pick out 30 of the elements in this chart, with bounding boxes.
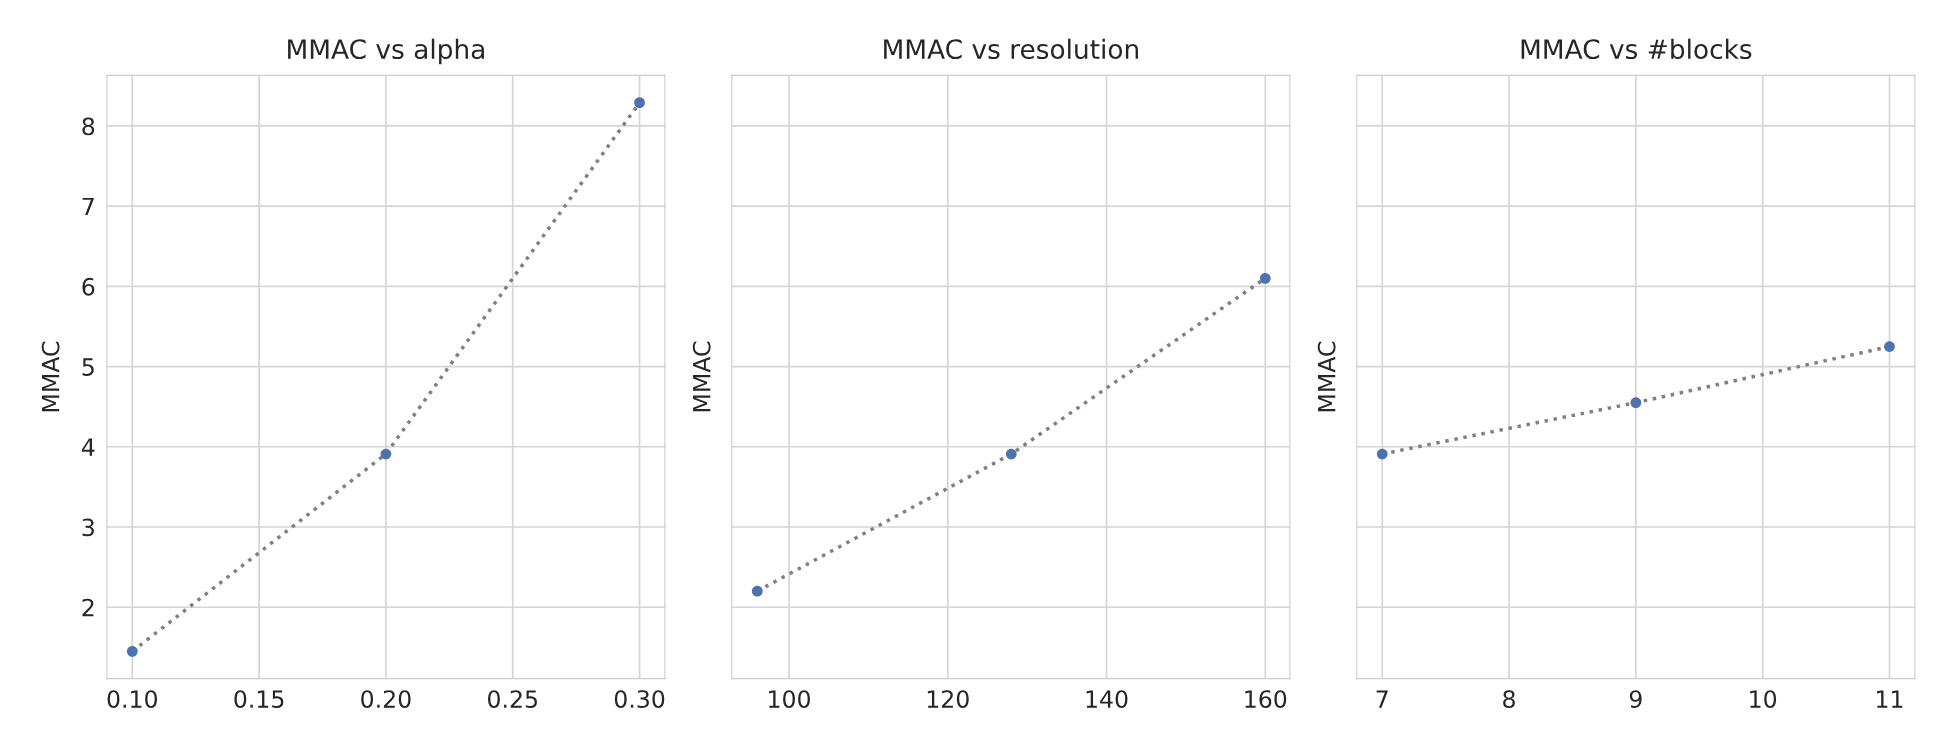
y-tick-label: 5 xyxy=(82,358,94,376)
x-tick-label: 120 xyxy=(927,690,969,708)
x-tick-label: 11 xyxy=(1877,690,1903,708)
y-tick-label: 7 xyxy=(82,197,94,216)
x-tick-label: 0.20 xyxy=(361,690,411,708)
x-tick-label: 0.25 xyxy=(488,690,537,708)
x-tick-label: 7 xyxy=(1376,690,1388,708)
y-tick-label: 8 xyxy=(82,117,95,136)
x-tick-label: 8 xyxy=(1503,690,1515,708)
x-tick-label: 9 xyxy=(1629,690,1642,708)
point xyxy=(380,448,392,460)
x-tick-label: 0.30 xyxy=(614,690,665,708)
point xyxy=(126,645,138,657)
y-axis-title: MMAC xyxy=(41,341,60,412)
x-tick-label: 0.10 xyxy=(107,690,157,708)
y-tick-label: 4 xyxy=(81,438,95,456)
x-tick-label: 160 xyxy=(1245,690,1287,708)
y-tick-label: 2 xyxy=(82,598,94,617)
y-axis-title: MMAC xyxy=(1317,341,1336,412)
y-tick-label: 6 xyxy=(82,277,95,296)
x-tick-label: 0.15 xyxy=(234,690,284,708)
y-axis-title: MMAC xyxy=(692,341,711,412)
x-tick-label: 10 xyxy=(1750,690,1777,708)
chart-title: MMAC vs resolution xyxy=(884,38,1138,60)
chart-title: MMAC vs alpha xyxy=(288,38,484,65)
x-tick-label: 140 xyxy=(1086,690,1128,708)
y-tick-label: 3 xyxy=(82,518,94,537)
chart-title: MMAC vs #blocks xyxy=(1521,38,1752,60)
point xyxy=(634,97,645,109)
x-tick-label: 100 xyxy=(769,690,810,708)
